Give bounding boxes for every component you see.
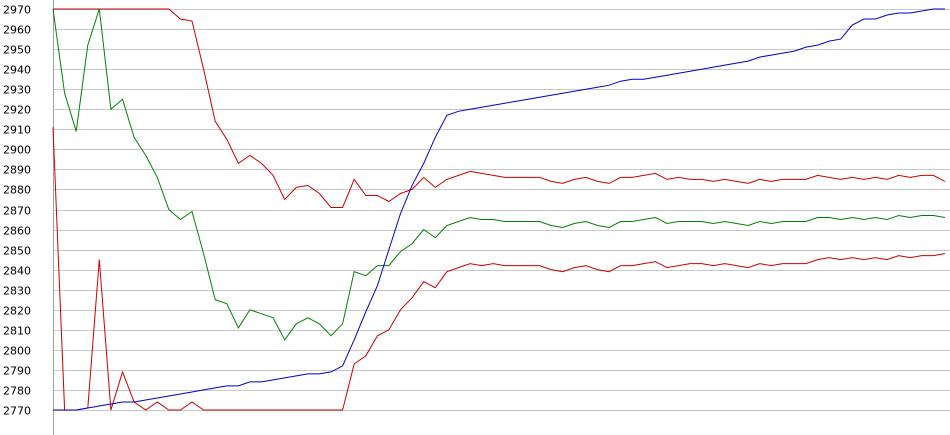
y-tick-label: 2830 (3, 285, 31, 298)
y-axis-ticks: 2970 2960 2950 2940 2930 2920 2910 2900 2890 2880… (3, 4, 31, 418)
y-tick-label: 2920 (3, 104, 31, 117)
series-line-1 (53, 8, 946, 208)
series-lines (52, 8, 946, 411)
gridlines (53, 9, 950, 411)
y-tick-label: 2850 (3, 245, 31, 258)
y-tick-label: 2890 (3, 164, 31, 177)
series-line-4 (53, 8, 945, 411)
y-tick-label: 2960 (3, 24, 31, 37)
y-tick-label: 2780 (3, 385, 31, 398)
y-tick-label: 2930 (3, 84, 31, 97)
y-tick-label: 2940 (3, 64, 31, 77)
y-tick-label: 2950 (3, 44, 31, 57)
y-tick-label: 2810 (3, 325, 31, 338)
y-tick-label: 2770 (3, 405, 31, 418)
series-line-3 (52, 127, 946, 411)
y-tick-label: 2840 (3, 265, 31, 278)
y-tick-label: 2880 (3, 184, 31, 197)
y-tick-label: 2790 (3, 365, 31, 378)
y-tick-label: 2860 (3, 225, 31, 238)
y-tick-label: 2970 (3, 4, 31, 17)
y-tick-label: 2870 (3, 205, 31, 218)
y-tick-label: 2910 (3, 124, 31, 137)
y-tick-label: 2820 (3, 305, 31, 318)
series-line-2 (52, 8, 946, 341)
y-tick-label: 2800 (3, 345, 31, 358)
y-tick-label: 2900 (3, 144, 31, 157)
